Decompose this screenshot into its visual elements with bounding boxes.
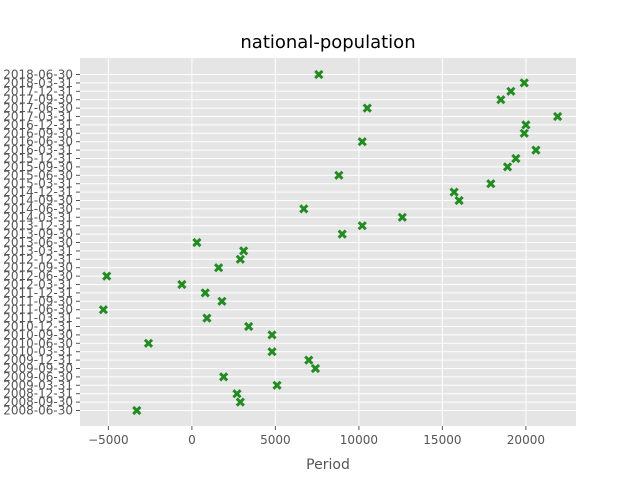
y-tick-label: 2012-09-30 bbox=[3, 261, 73, 275]
x-tick-label: −5000 bbox=[88, 433, 129, 447]
x-tick-label: 0 bbox=[188, 433, 196, 447]
y-tick-label: 2010-06-30 bbox=[3, 336, 73, 350]
y-tick-label: 2011-09-30 bbox=[3, 294, 73, 308]
y-tick-label: 2013-12-31 bbox=[3, 219, 73, 233]
scatter-point bbox=[519, 78, 529, 88]
y-tick-label: 2011-03-31 bbox=[3, 311, 73, 325]
x-tick-label: 5000 bbox=[260, 433, 291, 447]
y-tick-label: 2015-09-30 bbox=[3, 160, 73, 174]
y-tick-label: 2013-03-31 bbox=[3, 244, 73, 258]
scatter-point bbox=[519, 128, 529, 138]
scatter-point bbox=[200, 288, 210, 298]
y-tick-label: 2012-12-31 bbox=[3, 252, 73, 266]
scatter-point bbox=[235, 254, 245, 264]
scatter-point bbox=[304, 355, 314, 365]
y-tick-label: 2013-09-30 bbox=[3, 227, 73, 241]
y-tick-label: 2009-06-30 bbox=[3, 370, 73, 384]
scatter-point bbox=[362, 103, 372, 113]
scatter-point bbox=[511, 153, 521, 164]
y-tick-label: 2017-06-30 bbox=[3, 101, 73, 115]
y-tick-label: 2011-06-30 bbox=[3, 303, 73, 317]
y-tick-label: 2010-03-31 bbox=[3, 345, 73, 359]
scatter-point bbox=[235, 397, 245, 407]
scatter-point bbox=[232, 389, 242, 399]
scatter-point bbox=[334, 170, 344, 180]
x-tick-label: 20000 bbox=[507, 433, 545, 447]
scatter-point bbox=[521, 120, 531, 130]
y-tick-label: 2014-06-30 bbox=[3, 202, 73, 216]
scatter-point bbox=[531, 145, 541, 155]
y-tick-label: 2017-09-30 bbox=[3, 93, 73, 107]
y-tick-label: 2015-06-30 bbox=[3, 168, 73, 182]
scatter-point bbox=[454, 195, 464, 206]
scatter-point bbox=[449, 187, 459, 197]
y-tick-label: 2016-09-30 bbox=[3, 126, 73, 140]
scatter-point bbox=[502, 162, 513, 172]
y-tick-label: 2016-12-31 bbox=[3, 118, 73, 132]
scatter-point bbox=[397, 212, 407, 222]
scatter-point bbox=[267, 330, 277, 340]
y-tick-label: 2014-09-30 bbox=[3, 194, 73, 208]
scatter-point bbox=[244, 321, 254, 332]
scatter-point bbox=[299, 204, 309, 214]
scatter-point bbox=[310, 363, 321, 374]
x-tick-label: 15000 bbox=[423, 433, 461, 447]
scatter-point bbox=[553, 111, 563, 122]
scatter-point bbox=[239, 246, 249, 256]
scatter-point bbox=[102, 271, 112, 281]
y-tick-label: 2014-12-31 bbox=[3, 185, 73, 199]
scatter-point bbox=[132, 405, 142, 416]
y-tick-label: 2015-12-31 bbox=[3, 152, 73, 166]
y-tick-label: 2010-09-30 bbox=[3, 328, 73, 342]
y-tick-label: 2017-03-31 bbox=[3, 110, 73, 124]
y-tick-label: 2010-12-31 bbox=[3, 320, 73, 334]
y-tick-label: 2018-03-31 bbox=[3, 76, 73, 90]
scatter-point bbox=[506, 86, 516, 96]
y-tick-label: 2016-03-31 bbox=[3, 143, 73, 157]
x-axis-label: Period bbox=[306, 457, 350, 473]
y-tick-label: 2017-12-31 bbox=[3, 84, 73, 98]
scatter-point bbox=[357, 221, 367, 231]
scatter-point bbox=[314, 69, 324, 80]
scatter-point bbox=[496, 95, 506, 105]
grid-lines bbox=[80, 58, 576, 426]
y-tick-label: 2012-03-31 bbox=[3, 278, 73, 292]
y-tick-label: 2013-06-30 bbox=[3, 236, 73, 250]
y-tick-label: 2009-12-31 bbox=[3, 353, 73, 367]
y-axis-ticks: 2008-06-302008-09-302008-12-312009-03-31… bbox=[3, 68, 80, 418]
scatter-point bbox=[357, 137, 367, 147]
y-tick-label: 2009-03-31 bbox=[3, 378, 73, 392]
y-tick-label: 2016-06-30 bbox=[3, 135, 73, 149]
x-tick-label: 10000 bbox=[340, 433, 378, 447]
scatter-point bbox=[98, 305, 108, 315]
scatter-point bbox=[192, 237, 202, 248]
scatter-point bbox=[486, 179, 496, 189]
y-tick-label: 2012-06-30 bbox=[3, 269, 73, 283]
scatter-point bbox=[217, 296, 227, 306]
y-tick-label: 2008-09-30 bbox=[3, 395, 73, 409]
y-tick-label: 2015-03-31 bbox=[3, 177, 73, 191]
scatter-point bbox=[143, 338, 154, 348]
y-tick-label: 2008-06-30 bbox=[3, 404, 73, 418]
y-tick-label: 2018-06-30 bbox=[3, 68, 73, 82]
y-tick-label: 2008-12-31 bbox=[3, 387, 73, 401]
scatter-point bbox=[272, 380, 282, 390]
scatter-point bbox=[214, 263, 224, 273]
scatter-point bbox=[202, 313, 212, 323]
scatter-point bbox=[337, 229, 347, 239]
x-axis-ticks: −5000 0 5000 10000 15000 20000 bbox=[88, 426, 545, 447]
data-points bbox=[98, 69, 563, 416]
scatter-point bbox=[219, 372, 229, 382]
scatter-point bbox=[267, 347, 277, 357]
scatter-point bbox=[177, 279, 187, 290]
y-tick-label: 2009-09-30 bbox=[3, 362, 73, 376]
y-tick-label: 2014-03-31 bbox=[3, 210, 73, 224]
y-tick-label: 2011-12-31 bbox=[3, 286, 73, 300]
chart-title: national-population bbox=[240, 32, 415, 53]
